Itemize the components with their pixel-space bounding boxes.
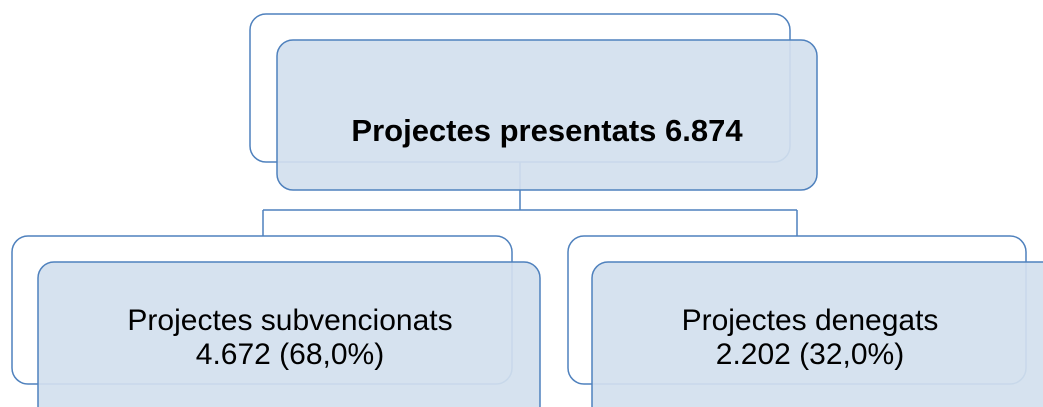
node-label: Projectes presentats 6.874 <box>351 113 743 148</box>
node-label: 4.672 (68,0%) <box>196 338 384 371</box>
node-label: Projectes subvencionats <box>127 304 452 337</box>
node-front <box>276 39 818 191</box>
node-right: Projectes denegats 2.202 (32,0%) <box>567 235 1043 407</box>
node-top: Projectes presentats 6.874 <box>249 13 818 191</box>
node-label: 2.202 (32,0%) <box>716 338 904 371</box>
node-front <box>37 261 541 407</box>
node-left: Projectes subvencionats 4.672 (68,0%) <box>11 235 541 407</box>
node-front <box>591 261 1043 407</box>
node-label: Projectes denegats <box>682 304 939 337</box>
